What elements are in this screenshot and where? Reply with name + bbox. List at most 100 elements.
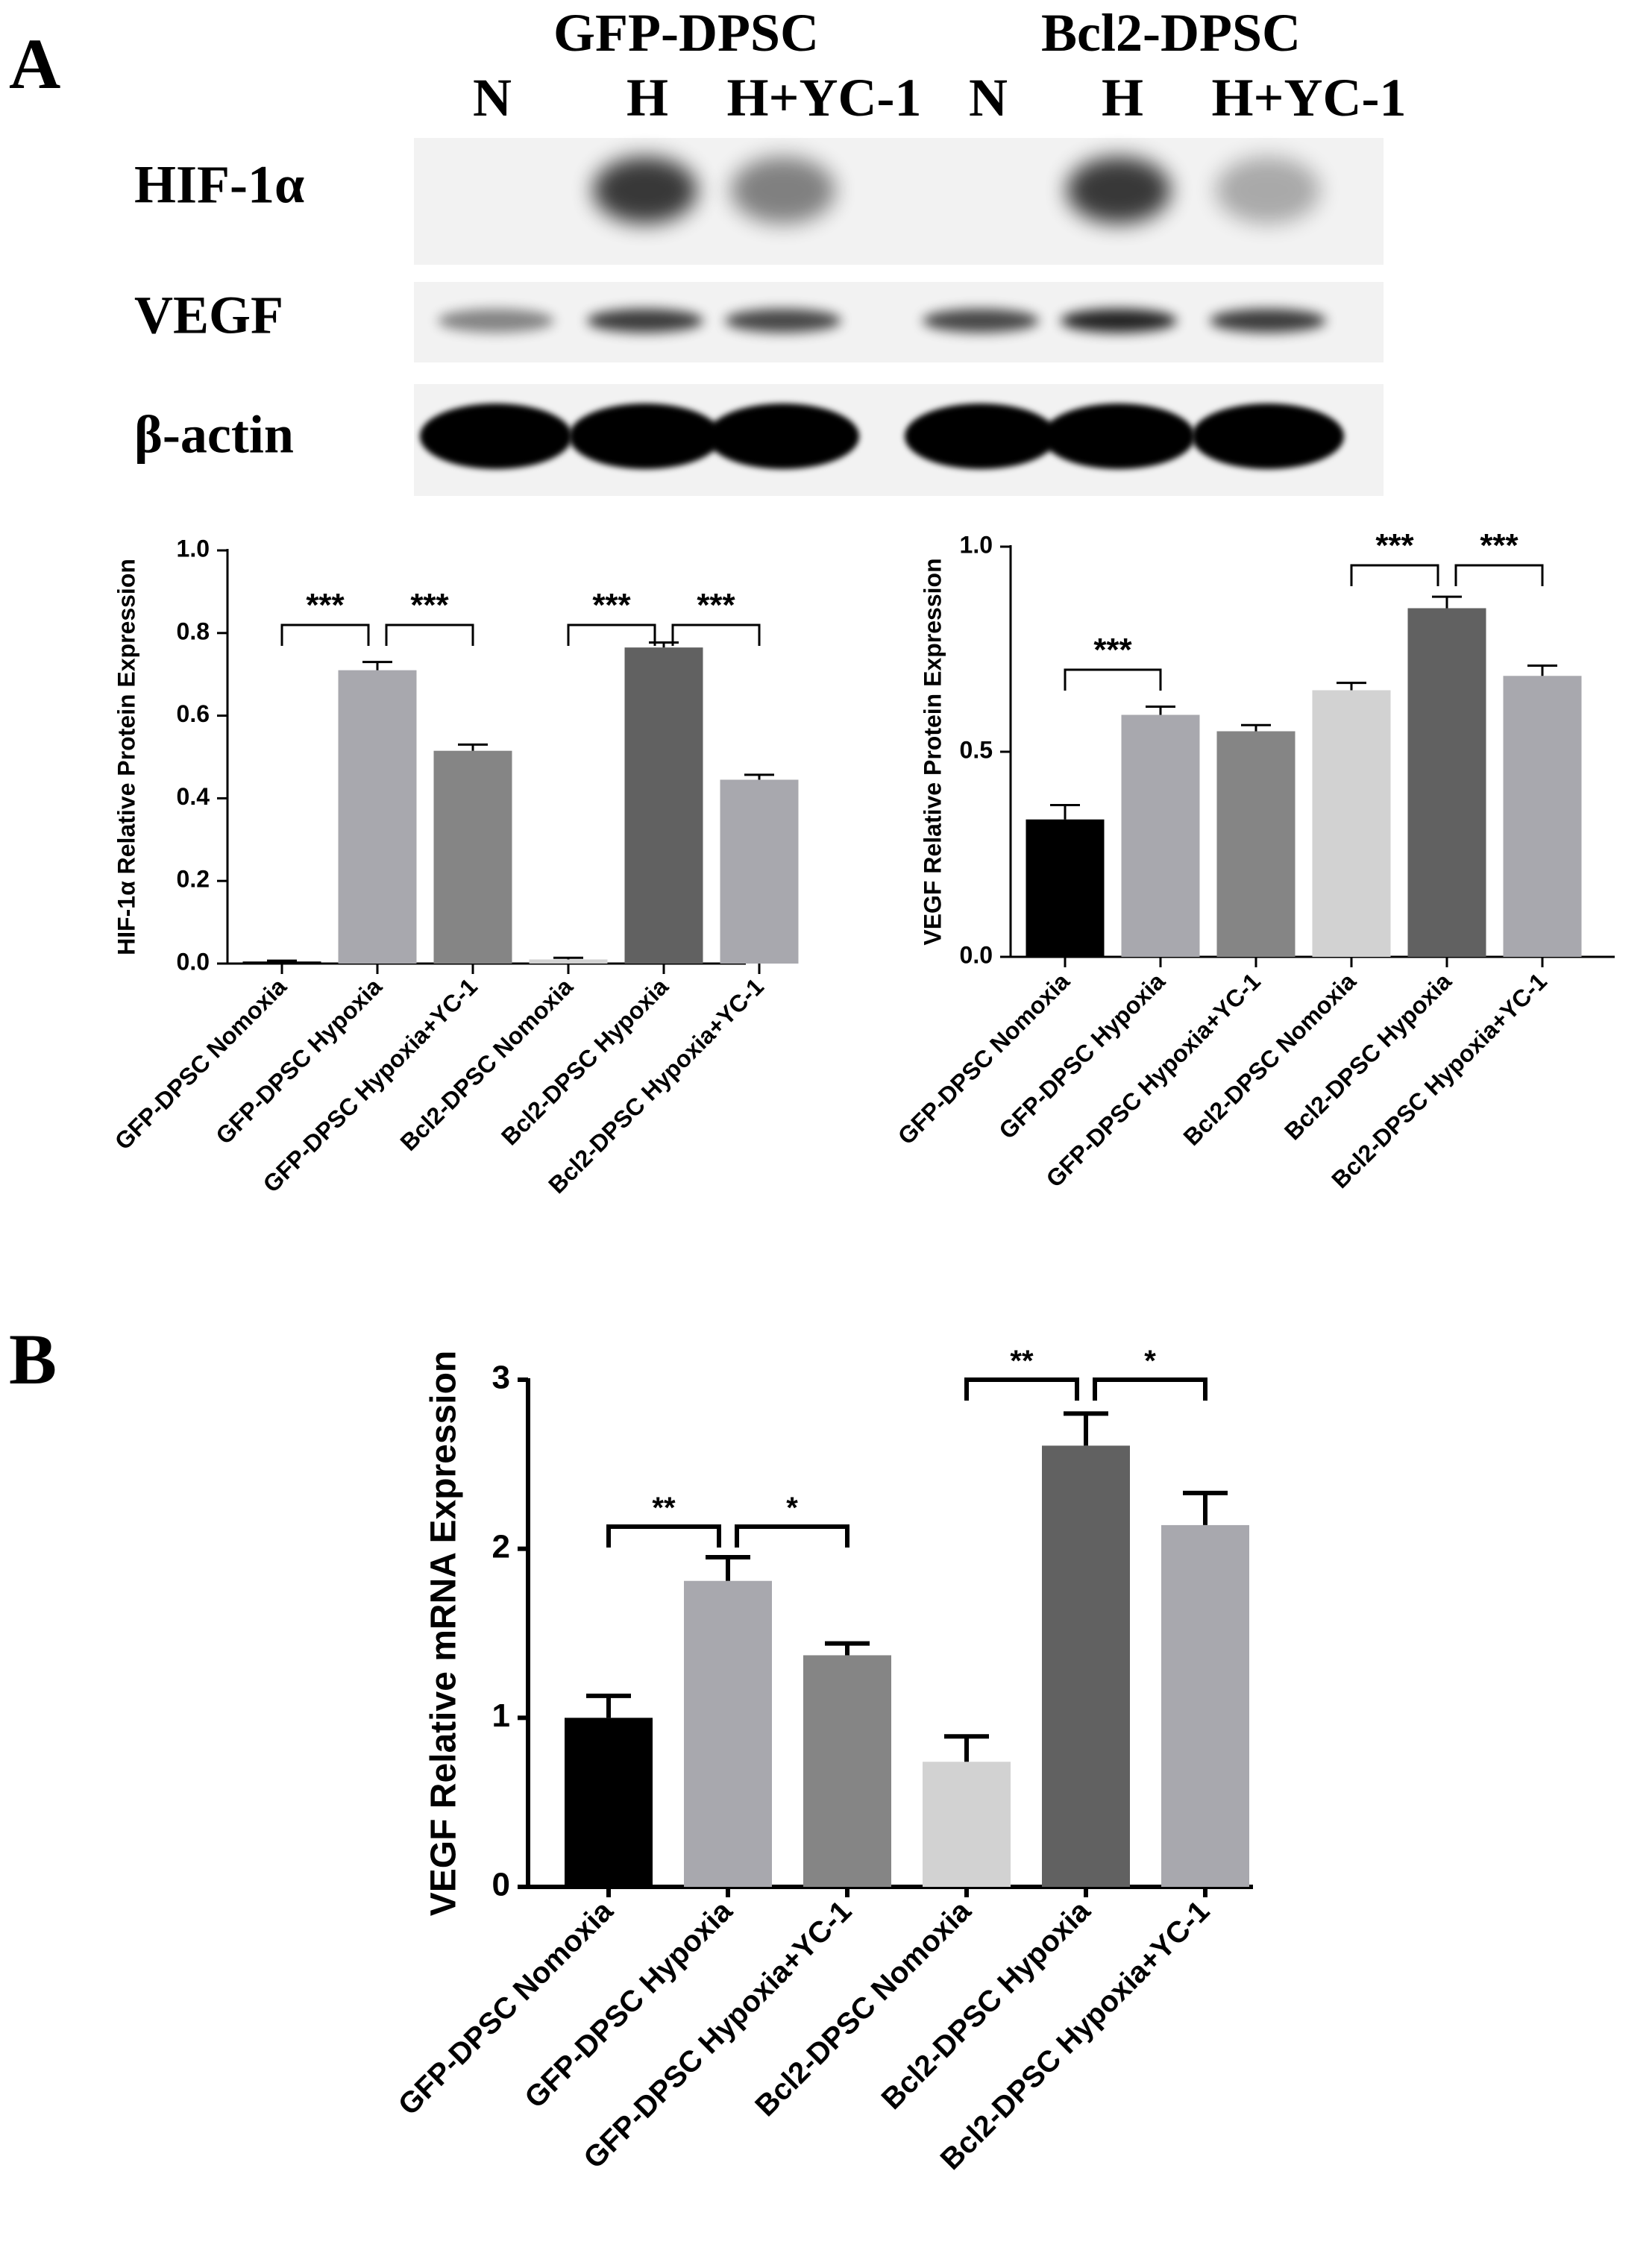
x-category-label: GFP-DPSC Hypoxia bbox=[210, 973, 387, 1149]
significance-bracket bbox=[1064, 668, 1162, 691]
significance-label: *** bbox=[697, 587, 735, 623]
significance-label: *** bbox=[592, 587, 631, 623]
y-tick-label: 1.0 bbox=[960, 531, 993, 558]
blot-row-label: HIF-1α bbox=[134, 155, 304, 215]
bar bbox=[720, 779, 799, 964]
bar bbox=[923, 1762, 1011, 1887]
x-category-label: Bcl2-DPSC Nomoxia bbox=[749, 1894, 978, 2123]
y-axis-label: HIF-1α Relative Protein Expression bbox=[113, 559, 139, 955]
x-category-label: Bcl2-DPSC Nomoxia bbox=[1178, 967, 1361, 1151]
bar bbox=[529, 959, 608, 964]
x-category-label: GFP-DPSC Hypoxia bbox=[993, 967, 1170, 1144]
y-tick-label: 0.5 bbox=[960, 736, 993, 763]
significance-label: *** bbox=[306, 587, 345, 623]
panel-label-b: B bbox=[9, 1319, 57, 1399]
bar bbox=[1042, 1445, 1130, 1887]
blot-band bbox=[593, 157, 697, 224]
significance-bracket bbox=[735, 1524, 849, 1548]
western-blot: GFP-DPSC Bcl2-DPSC N H H+YC-1 N H H+YC-1 HIF-… bbox=[134, 3, 1407, 496]
y-tick-label: 0.0 bbox=[177, 948, 210, 975]
significance-bracket bbox=[567, 623, 656, 646]
x-category-label: GFP-DPSC Nomoxia bbox=[110, 973, 292, 1154]
x-category-label: Bcl2-DPSC Hypoxia bbox=[876, 1894, 1097, 2116]
blot-band bbox=[707, 403, 859, 469]
vegf-protein-chart: 0.0 0.5 1.0 VEGF Relative Protein Expressio… bbox=[893, 527, 1615, 1193]
x-category-label: Bcl2-DPSC Nomoxia bbox=[395, 973, 578, 1156]
significance-bracket bbox=[964, 1377, 1079, 1401]
blot-row: β-actin bbox=[134, 384, 1384, 496]
blot-band bbox=[587, 309, 703, 333]
y-tick-label: 0.8 bbox=[177, 618, 210, 644]
significance-label: *** bbox=[410, 587, 449, 623]
blot-lane-label: H bbox=[1102, 68, 1143, 128]
y-tick-label: 2 bbox=[492, 1528, 510, 1565]
y-tick-label: 0 bbox=[492, 1867, 510, 1903]
hif1a-protein-chart: 0.0 0.2 0.4 0.6 0.8 1.0 HIF-1α Relative Protei… bbox=[110, 535, 799, 1198]
bar bbox=[624, 647, 703, 964]
blot-band bbox=[731, 157, 835, 224]
blot-band bbox=[1216, 157, 1320, 224]
x-category-label: GFP-DPSC Nomoxia bbox=[392, 1894, 620, 2122]
blot-band bbox=[420, 403, 572, 469]
blot-band bbox=[438, 309, 554, 333]
bar bbox=[1161, 1524, 1249, 1887]
blot-band bbox=[923, 309, 1039, 333]
y-tick-label: 1 bbox=[492, 1697, 510, 1734]
significance-bracket bbox=[606, 1524, 721, 1548]
bar bbox=[565, 1718, 653, 1887]
significance-label: * bbox=[786, 1492, 798, 1524]
y-tick-label: 1.0 bbox=[177, 535, 210, 562]
blot-band bbox=[1192, 403, 1344, 469]
y-tick-label: 0.4 bbox=[177, 783, 210, 810]
significance-bracket bbox=[1454, 564, 1544, 586]
blot-band bbox=[905, 403, 1057, 469]
blot-band bbox=[1210, 309, 1326, 333]
blot-lane-label: N bbox=[473, 68, 512, 128]
significance-label: *** bbox=[1480, 527, 1518, 564]
bar bbox=[338, 670, 417, 964]
panel-label-a: A bbox=[9, 24, 60, 104]
bar bbox=[1407, 608, 1486, 957]
significance-bracket bbox=[671, 623, 761, 646]
significance-label: ** bbox=[1010, 1345, 1034, 1377]
blot-group-label: GFP-DPSC bbox=[553, 3, 819, 63]
x-category-label: Bcl2-DPSC Hypoxia bbox=[496, 973, 673, 1150]
blot-lane-label: H+YC-1 bbox=[1212, 68, 1407, 128]
blot-row: VEGF bbox=[134, 282, 1384, 362]
significance-label: *** bbox=[1375, 527, 1414, 564]
blot-group-label: Bcl2-DPSC bbox=[1041, 3, 1301, 63]
bar bbox=[684, 1580, 772, 1887]
blot-band bbox=[569, 403, 721, 469]
significance-bracket bbox=[1093, 1377, 1207, 1401]
blot-band bbox=[1061, 309, 1177, 333]
bar bbox=[1503, 676, 1582, 957]
blot-band bbox=[725, 309, 841, 333]
blot-row-label: β-actin bbox=[134, 405, 294, 465]
y-tick-label: 0.2 bbox=[177, 866, 210, 893]
blot-lane-label: H+YC-1 bbox=[727, 68, 922, 128]
blot-row-label: VEGF bbox=[134, 286, 283, 345]
bar bbox=[1312, 690, 1391, 957]
significance-bracket bbox=[280, 623, 370, 646]
bar bbox=[803, 1655, 891, 1887]
blot-lane-label: H bbox=[626, 68, 668, 128]
significance-bracket bbox=[1350, 564, 1439, 586]
significance-label: ** bbox=[652, 1492, 676, 1524]
blot-row: HIF-1α bbox=[134, 138, 1384, 265]
x-category-label: GFP-DPSC Nomoxia bbox=[893, 967, 1075, 1149]
y-tick-label: 0.6 bbox=[177, 700, 210, 727]
y-axis-label: VEGF Relative mRNA Expression bbox=[424, 1351, 464, 1916]
y-tick-label: 3 bbox=[492, 1360, 510, 1396]
significance-label: * bbox=[1144, 1345, 1156, 1377]
bar bbox=[1216, 731, 1295, 957]
y-tick-label: 0.0 bbox=[960, 941, 993, 968]
bar bbox=[1026, 819, 1105, 957]
x-category-label: Bcl2-DPSC Hypoxia bbox=[1279, 967, 1457, 1145]
x-category-label: GFP-DPSC Hypoxia bbox=[518, 1894, 739, 2115]
bar bbox=[242, 961, 321, 964]
y-axis-label: VEGF Relative Protein Expression bbox=[919, 558, 946, 945]
significance-bracket bbox=[385, 623, 474, 646]
blot-band bbox=[1067, 157, 1171, 224]
